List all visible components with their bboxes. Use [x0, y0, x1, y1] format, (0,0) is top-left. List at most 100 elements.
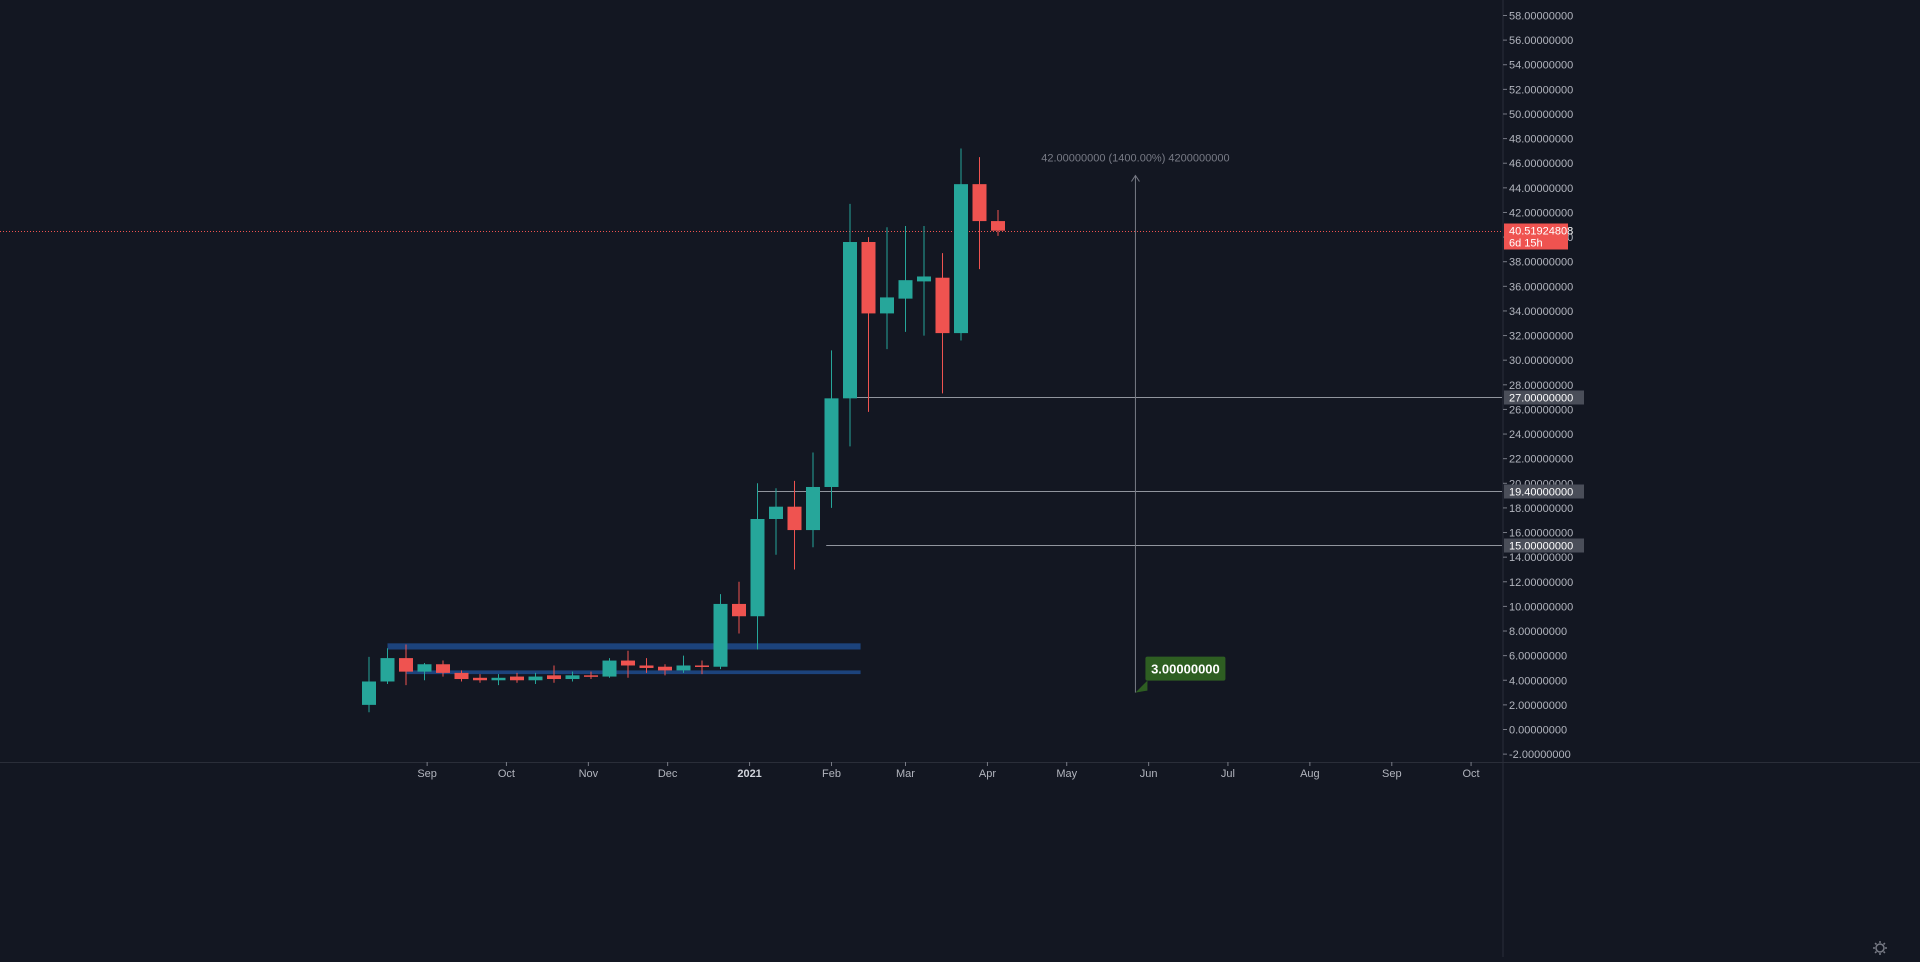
candle[interactable] — [806, 452, 820, 548]
level-badge — [1504, 538, 1584, 553]
measure-start-badge[interactable] — [1145, 656, 1226, 681]
candle[interactable] — [713, 594, 728, 670]
candle[interactable] — [658, 664, 672, 676]
time-tick-label: Dec — [658, 768, 678, 780]
candle[interactable] — [861, 237, 876, 412]
candle[interactable] — [417, 663, 432, 681]
price-tick-label: 56.00000000 — [1509, 35, 1573, 47]
candle[interactable] — [676, 655, 691, 673]
time-tick-label: Nov — [579, 768, 599, 780]
price-tick-label: 4.00000000 — [1509, 675, 1567, 687]
candle[interactable] — [399, 644, 413, 686]
price-tick-label: 0.00000000 — [1509, 725, 1567, 737]
horizontal-levels-layer — [0, 231, 1502, 546]
price-tick-label: 12.00000000 — [1509, 577, 1573, 589]
candle-body — [528, 676, 543, 681]
price-tick-label: 10.00000000 — [1509, 601, 1573, 613]
candle-body — [602, 660, 617, 677]
time-axis[interactable]: Sep Oct Nov Dec 2021 Feb Mar Apr May Jun Jul Aug Sep… — [417, 762, 1887, 955]
candle-body — [510, 676, 524, 681]
time-tick-label: 2021 — [737, 768, 761, 780]
candle[interactable] — [917, 226, 931, 336]
price-tick-label: 58.00000000 — [1509, 11, 1573, 23]
candle[interactable] — [880, 227, 894, 350]
price-tick-label: 14.00000000 — [1509, 552, 1573, 564]
candle[interactable] — [602, 658, 617, 678]
price-tick-label: 22.00000000 — [1509, 454, 1573, 466]
price-tick-label: 26.00000000 — [1509, 404, 1573, 416]
candle[interactable] — [972, 157, 987, 270]
price-tick-label: 18.00000000 — [1509, 503, 1573, 515]
candle-body — [954, 184, 968, 334]
price-axis[interactable]: 58.00000000 56.00000000 54.00000000 52.0000… — [1503, 11, 1573, 762]
price-tick-label: 42.00000000 — [1509, 207, 1573, 219]
candle[interactable] — [491, 674, 506, 686]
time-tick-label: Sep — [417, 768, 437, 780]
candle[interactable] — [380, 648, 395, 684]
price-tick-label: 52.00000000 — [1509, 84, 1573, 96]
candle-body — [547, 675, 561, 680]
candle[interactable] — [473, 674, 487, 683]
candle-body — [491, 677, 506, 681]
candle-body — [713, 603, 728, 667]
candle[interactable] — [732, 581, 746, 634]
candle-body — [972, 184, 987, 222]
settings-gear-icon[interactable] — [1873, 941, 1887, 955]
candle-body — [658, 666, 672, 671]
candle[interactable] — [510, 672, 524, 683]
candle[interactable] — [547, 665, 561, 683]
candle-body — [621, 660, 635, 666]
candle-body — [695, 665, 709, 667]
candles-layer — [362, 148, 1005, 713]
time-tick-label: Aug — [1300, 768, 1320, 780]
time-tick-label: Oct — [498, 768, 515, 780]
price-tick-label: 38.00000000 — [1509, 257, 1573, 269]
candle-body — [362, 681, 376, 705]
price-tick-label: 6.00000000 — [1509, 651, 1567, 663]
candle[interactable] — [769, 488, 783, 555]
price-tick-label: 32.00000000 — [1509, 331, 1573, 343]
candle-body — [824, 398, 839, 487]
candle-body — [843, 242, 857, 399]
candle[interactable] — [565, 671, 580, 682]
candle[interactable] — [991, 210, 1005, 236]
time-tick-label: Jul — [1221, 768, 1235, 780]
candle[interactable] — [750, 483, 765, 650]
candle[interactable] — [639, 658, 654, 673]
candle[interactable] — [436, 660, 450, 677]
candle[interactable] — [528, 672, 543, 684]
candle[interactable] — [954, 148, 968, 341]
candle[interactable] — [935, 253, 950, 394]
candle[interactable] — [843, 203, 857, 447]
range-box[interactable] — [387, 643, 861, 650]
candle[interactable] — [621, 650, 635, 678]
measure-label: 42.00000000 (1400.00%) 4200000000 — [1041, 153, 1229, 165]
candle-body — [750, 518, 765, 617]
candle[interactable] — [824, 350, 839, 508]
candle-body — [380, 658, 395, 682]
candle-body — [935, 277, 950, 334]
time-tick-label: Apr — [979, 768, 996, 780]
candle-body — [880, 297, 894, 314]
candle[interactable] — [695, 660, 709, 675]
candle-body — [454, 672, 469, 680]
price-tick-label: 46.00000000 — [1509, 158, 1573, 170]
range-box[interactable] — [406, 670, 861, 675]
candle[interactable] — [454, 670, 469, 682]
badges-layer: 27.00000000 19.40000000 15.00000000 40.5192… — [1504, 223, 1584, 553]
candle[interactable] — [362, 656, 376, 713]
current-price-label: 40.51924808 — [1509, 226, 1573, 238]
candle-body — [806, 486, 820, 531]
candle-body — [399, 658, 413, 672]
time-tick-label: Mar — [896, 768, 915, 780]
candle[interactable] — [584, 671, 598, 680]
candle[interactable] — [898, 226, 913, 332]
candle-body — [917, 276, 931, 282]
candle-body — [787, 506, 802, 531]
time-tick-label: Feb — [822, 768, 841, 780]
level-badge-label: 15.00000000 — [1509, 541, 1573, 553]
candle[interactable] — [787, 480, 802, 570]
